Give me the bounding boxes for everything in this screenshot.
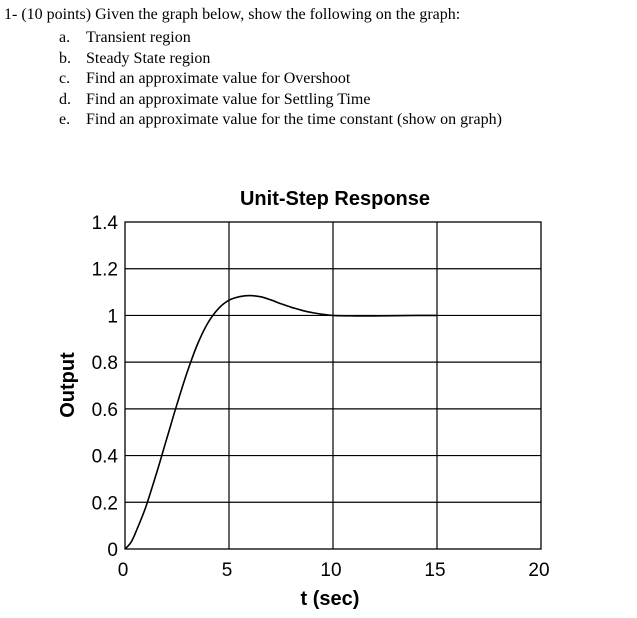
x-axis-label: t (sec) xyxy=(301,588,360,610)
question-stem: 1- (10 points) Given the graph below, sh… xyxy=(4,6,461,23)
y-tick-label: 1.2 xyxy=(92,260,118,281)
question-item: c. Find an approximate value for Overshoo… xyxy=(4,69,502,90)
y-tick-label: 0 xyxy=(107,540,118,561)
x-tick-label: 20 xyxy=(528,560,549,581)
question-items: a. Transient region b. Steady State region… xyxy=(4,28,502,131)
question-item: a. Transient region xyxy=(4,28,502,49)
y-tick-label: 1 xyxy=(107,306,118,327)
x-tick-label: 5 xyxy=(222,560,233,581)
chart-title: Unit-Step Response xyxy=(240,188,430,210)
question-item: d. Find an approximate value for Settling… xyxy=(4,90,502,111)
item-marker: c. xyxy=(59,70,71,87)
question-item: e. Find an approximate value for the time… xyxy=(4,110,502,131)
y-axis-label: Output xyxy=(57,352,79,418)
question-item: b. Steady State region xyxy=(4,49,502,70)
item-marker: d. xyxy=(59,90,71,108)
plot-frame xyxy=(124,221,542,550)
response-curve xyxy=(124,294,437,550)
question-block: 1- (10 points) Given the graph below, sh… xyxy=(4,6,502,131)
x-tick-label: 0 xyxy=(118,560,129,581)
y-tick-label: 0.8 xyxy=(92,353,118,374)
item-marker: b. xyxy=(59,49,71,67)
item-text: Find an approximate value for the time c… xyxy=(86,111,502,128)
y-tick-label: 0.6 xyxy=(92,400,118,421)
item-text: Transient region xyxy=(86,29,191,46)
tick-labels: 0 5 10 15 20 0 0.2 0.4 0.6 0.8 1 1.2 1.4 xyxy=(92,213,550,581)
item-text: Steady State region xyxy=(86,49,211,67)
item-marker: e. xyxy=(59,111,71,128)
y-tick-label: 0.2 xyxy=(92,493,118,514)
y-tick-label: 1.4 xyxy=(92,213,119,234)
x-tick-label: 15 xyxy=(424,560,445,581)
item-marker: a. xyxy=(59,29,71,46)
y-tick-label: 0.4 xyxy=(92,447,119,468)
grid-lines xyxy=(125,222,541,549)
item-text: Find an approximate value for Overshoot xyxy=(86,70,351,87)
item-text: Find an approximate value for Settling T… xyxy=(86,90,371,108)
x-tick-label: 10 xyxy=(320,560,341,581)
